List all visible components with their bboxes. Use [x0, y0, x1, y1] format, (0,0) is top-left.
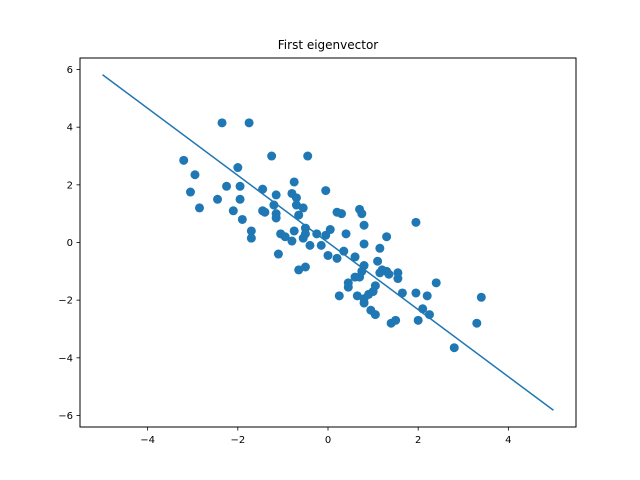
scatter-point	[280, 232, 290, 242]
scatter-point	[258, 184, 268, 194]
scatter-point	[357, 209, 367, 219]
scatter-point	[185, 187, 195, 197]
chart-title: First eigenvector	[278, 38, 379, 52]
scatter-point	[334, 291, 344, 301]
scatter-point	[291, 200, 301, 210]
scatter-point	[325, 225, 335, 235]
scatter-point	[217, 118, 227, 128]
scatter-point	[190, 170, 200, 180]
scatter-point	[422, 291, 432, 301]
scatter-point	[449, 343, 459, 353]
scatter-point	[260, 207, 270, 217]
scatter-point	[289, 177, 299, 187]
y-tick-label: 6	[67, 65, 73, 76]
scatter-point	[393, 274, 403, 284]
scatter-point	[359, 298, 369, 308]
scatter-point	[237, 214, 247, 224]
scatter-point	[411, 217, 421, 227]
scatter-point	[370, 281, 380, 291]
eigenvector-line	[102, 74, 554, 411]
scatter-point	[298, 233, 308, 243]
scatter-point	[269, 200, 279, 210]
scatter-point	[321, 186, 331, 196]
scatter-point	[271, 190, 281, 200]
scatter-point	[246, 226, 256, 236]
y-tick-label: 2	[67, 180, 73, 191]
scatter-point	[291, 193, 301, 203]
scatter-point	[343, 282, 353, 292]
scatter-point	[235, 194, 245, 204]
scatter-point	[341, 229, 351, 239]
scatter-point	[375, 243, 385, 253]
scatter-point	[287, 236, 297, 246]
scatter-point	[384, 269, 394, 279]
scatter-point	[213, 194, 223, 204]
scatter-point	[411, 288, 421, 298]
ticks: −4 −2 0 2 4 −6 −4 −2 0 2 4 6	[58, 65, 511, 446]
scatter-point	[233, 163, 243, 173]
y-tick-label: −6	[58, 411, 73, 422]
scatter-point	[476, 292, 486, 302]
scatter-point	[298, 203, 308, 213]
scatter-point	[235, 181, 245, 191]
scatter-point	[355, 272, 365, 282]
y-tick-label: 4	[67, 123, 73, 134]
scatter-point	[312, 229, 322, 239]
x-tick-label: −4	[140, 435, 155, 446]
scatter-point	[472, 318, 482, 328]
scatter-point	[413, 315, 423, 325]
scatter-point	[424, 310, 434, 320]
scatter-point	[246, 233, 256, 243]
scatter-point	[359, 239, 369, 249]
scatter-point	[332, 207, 342, 217]
x-tick-label: 2	[415, 435, 421, 446]
x-tick-label: 0	[325, 435, 331, 446]
scatter-point	[273, 249, 283, 259]
scatter-point	[418, 304, 428, 314]
x-tick-label: 4	[505, 435, 511, 446]
scatter-point	[397, 288, 407, 298]
scatter-point	[294, 265, 304, 275]
scatter-point	[303, 151, 313, 161]
scatter-point	[332, 253, 342, 263]
scatter-point	[352, 291, 362, 301]
y-tick-label: −2	[58, 296, 73, 307]
scatter-point	[370, 310, 380, 320]
scatter-point	[267, 151, 277, 161]
scatter-point	[431, 278, 441, 288]
y-tick-label: −4	[58, 353, 73, 364]
scatter-point	[359, 220, 369, 230]
scatter-point	[350, 252, 360, 262]
scatter-point	[222, 181, 232, 191]
scatter-point	[244, 118, 254, 128]
scatter-point	[228, 206, 238, 216]
y-tick-label: 0	[67, 238, 73, 249]
scatter-point	[271, 213, 281, 223]
scatter-point	[382, 232, 392, 242]
x-tick-label: −2	[230, 435, 245, 446]
scatter-point	[300, 262, 310, 272]
scatter-point	[316, 240, 326, 250]
scatter-point	[289, 226, 299, 236]
scatter-point	[305, 240, 315, 250]
scatter-point	[373, 256, 383, 266]
scatter-point	[391, 315, 401, 325]
plot-area	[102, 74, 554, 411]
scatter-point	[323, 250, 333, 260]
scatter-point	[194, 203, 204, 213]
scatter-point	[179, 155, 189, 165]
scatter-point	[339, 246, 349, 256]
scatter-point	[294, 210, 304, 220]
